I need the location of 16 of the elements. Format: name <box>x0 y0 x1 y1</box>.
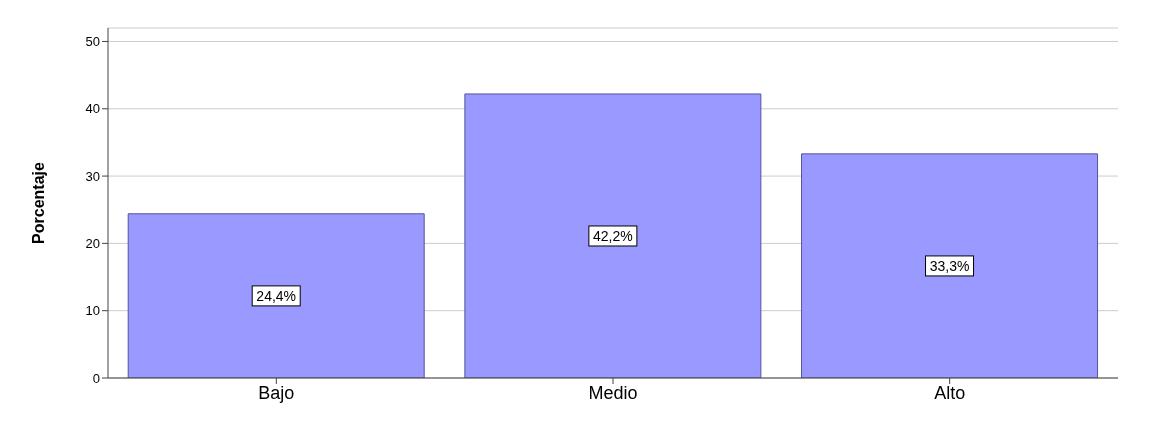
y-axis-title: Porcentaje <box>29 161 47 244</box>
data-label: 42,2% <box>593 227 633 244</box>
bar <box>127 213 425 378</box>
data-label: 24,4% <box>256 287 297 304</box>
y-tick-label: 30 <box>85 168 100 184</box>
bar <box>801 153 1099 378</box>
x-tick-label: Alto <box>934 382 966 403</box>
data-label: 33,3% <box>929 257 970 274</box>
x-tick-label: Bajo <box>258 382 295 403</box>
x-tick-label: Medio <box>588 382 638 403</box>
y-tick-label: 0 <box>92 370 100 386</box>
y-tick-label: 40 <box>85 101 100 117</box>
y-tick-label: 10 <box>85 303 100 319</box>
bar <box>464 93 762 378</box>
y-tick-label: 20 <box>85 236 100 251</box>
y-tick-label: 50 <box>85 34 100 50</box>
